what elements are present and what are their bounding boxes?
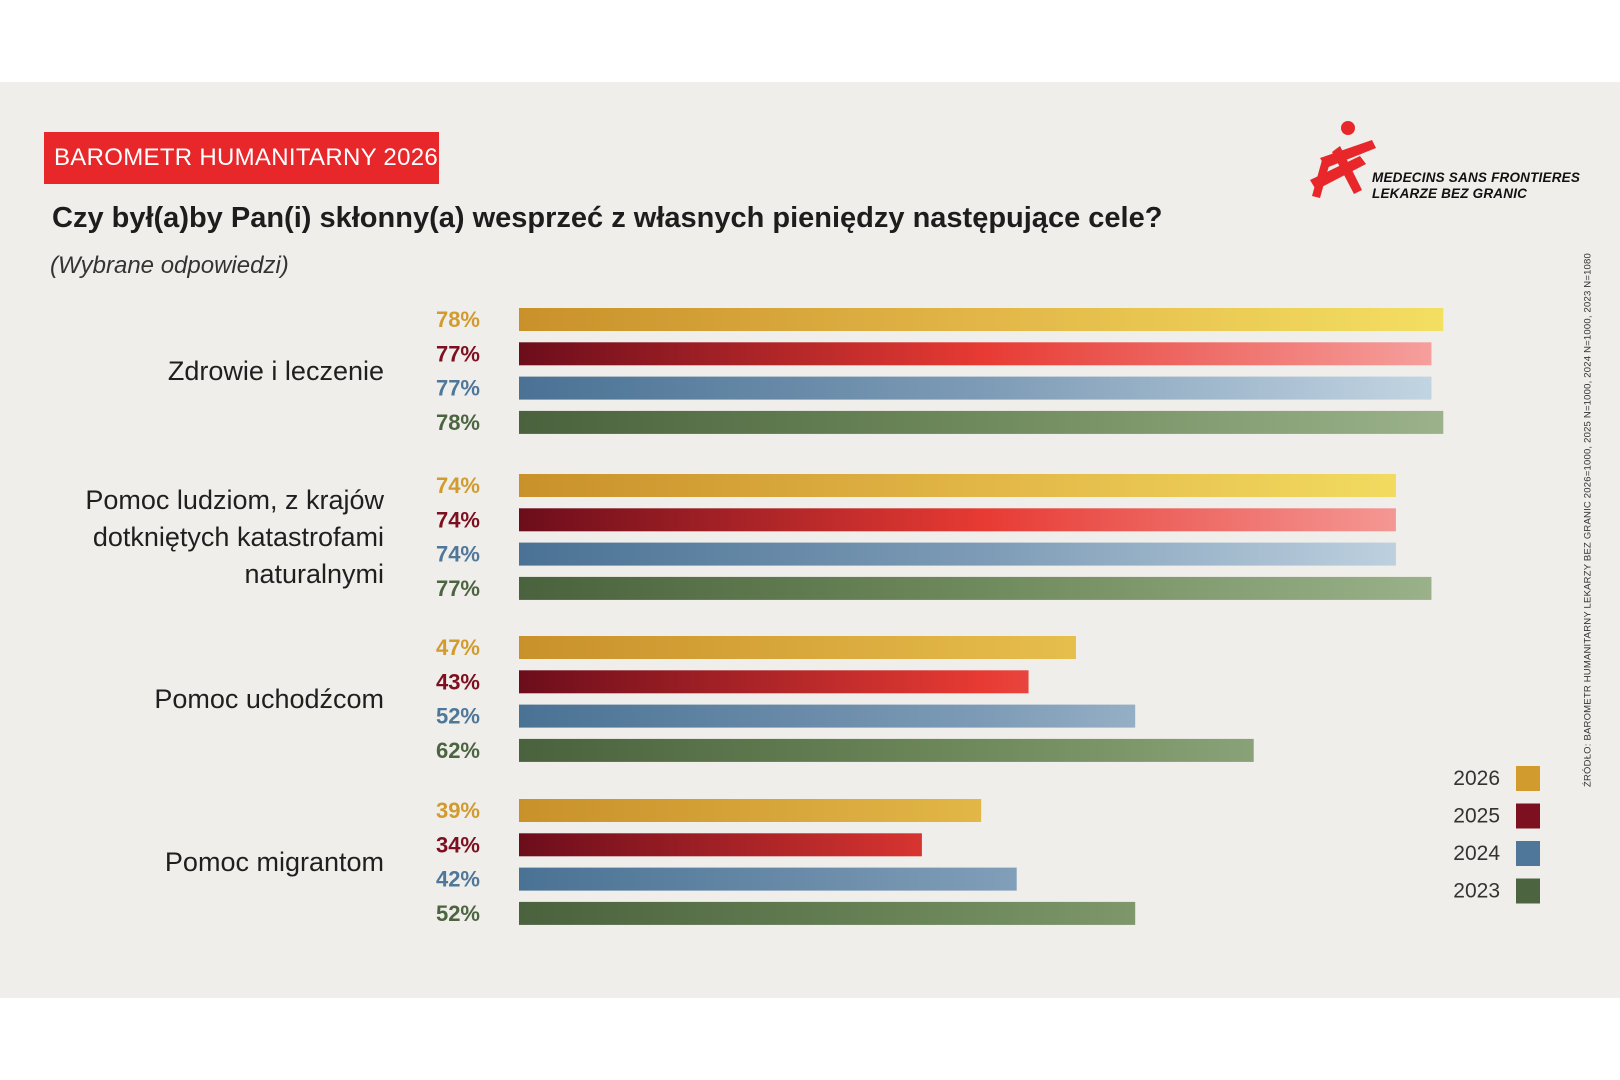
legend-label-2024: 2024: [1453, 842, 1500, 865]
category-label: Pomoc ludziom, z krajów dotkniętych katas…: [85, 485, 384, 589]
bar-2025: [519, 833, 922, 857]
bar-2023: [519, 901, 1136, 925]
bar-2025: [519, 670, 1029, 694]
value-label-2026: 47%: [436, 635, 480, 660]
legend-swatch-2024: [1516, 841, 1540, 866]
bar-2024: [519, 376, 1432, 400]
value-label-2025: 43%: [436, 669, 480, 694]
bar-2024: [519, 867, 1017, 891]
category-label: Zdrowie i leczenie: [168, 356, 384, 386]
bar-2026: [519, 308, 1444, 331]
report-badge: BAROMETR HUMANITARNY 2026: [44, 132, 439, 184]
value-label-2026: 74%: [436, 473, 480, 498]
bar-2026: [519, 636, 1076, 659]
legend-label-2025: 2025: [1453, 805, 1500, 828]
category-label: Pomoc migrantom: [165, 847, 384, 877]
value-label-2024: 52%: [436, 704, 480, 729]
value-label-2024: 77%: [436, 376, 480, 401]
value-label-2025: 34%: [436, 832, 480, 857]
bar-2024: [519, 542, 1396, 566]
msf-logo: MEDECINS SANS FRONTIERES LEKARZE BEZ GRA…: [1300, 118, 1580, 208]
legend-label-2026: 2026: [1453, 767, 1500, 790]
value-label-2024: 74%: [436, 542, 480, 567]
bar-2023: [519, 410, 1444, 434]
bar-2026: [519, 799, 982, 822]
value-label-2025: 74%: [436, 507, 480, 532]
logo-line-2: LEKARZE BEZ GRANIC: [1372, 186, 1528, 201]
value-label-2026: 39%: [436, 798, 480, 823]
value-label-2023: 77%: [436, 576, 480, 601]
chart-subtitle: (Wybrane odpowiedzi): [50, 252, 289, 279]
bar-2025: [519, 342, 1432, 366]
bar-2024: [519, 704, 1136, 728]
bar-2026: [519, 474, 1396, 497]
bar-2023: [519, 738, 1254, 762]
value-label-2023: 78%: [436, 410, 480, 435]
logo-line-1: MEDECINS SANS FRONTIERES: [1372, 170, 1581, 185]
legend-swatch-2023: [1516, 878, 1540, 904]
category-label: Pomoc uchodźcom: [154, 684, 384, 714]
legend-swatch-2026: [1516, 766, 1540, 791]
value-label-2023: 52%: [436, 901, 480, 926]
value-label-2023: 62%: [436, 738, 480, 763]
value-label-2026: 78%: [436, 307, 480, 332]
legend-label-2023: 2023: [1453, 880, 1500, 903]
msf-running-figure-icon: [1310, 121, 1376, 198]
bar-2023: [519, 576, 1432, 600]
bar-2025: [519, 508, 1396, 532]
value-label-2024: 42%: [436, 867, 480, 892]
value-label-2025: 77%: [436, 341, 480, 366]
chart-title: Czy był(a)by Pan(i) skłonny(a) wesprzeć …: [52, 202, 1163, 234]
legend-swatch-2025: [1516, 803, 1540, 829]
